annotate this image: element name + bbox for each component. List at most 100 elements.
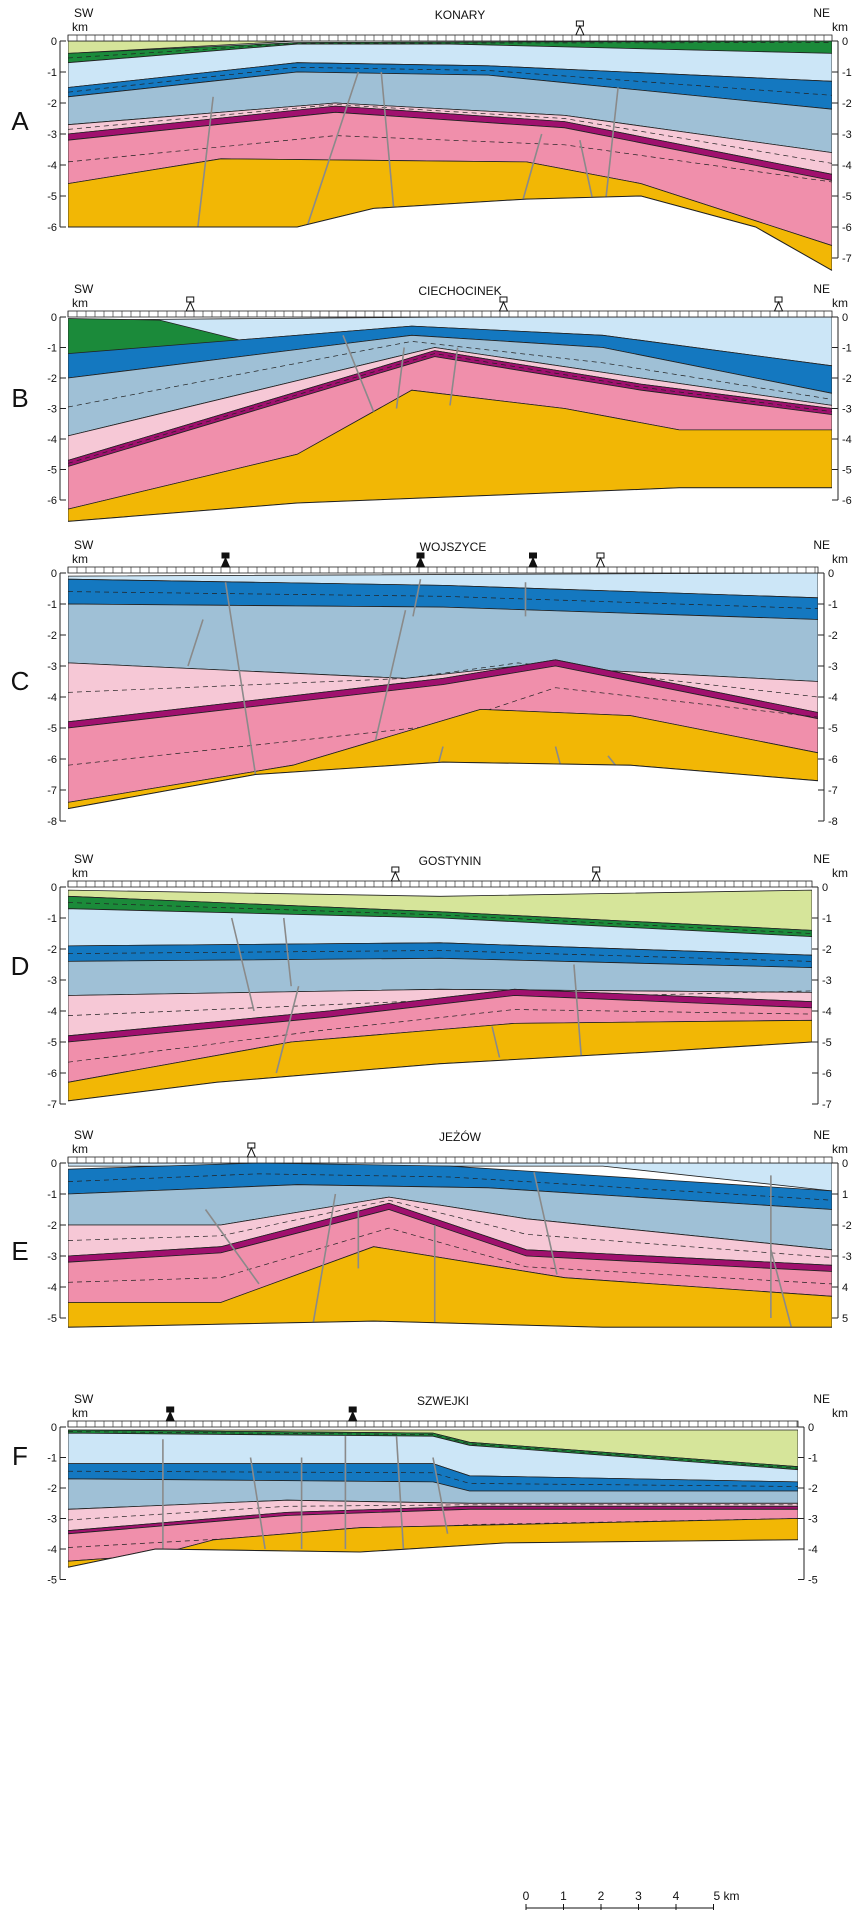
- right-tick-label: -2: [808, 1483, 818, 1495]
- section-b: 0-1-2-3-4-5-60-1-2-3-4-5-6SWkmNEkmCIECHO…: [11, 282, 852, 522]
- top-ruler: [67, 880, 813, 888]
- fault-line: [224, 582, 257, 775]
- dashed-horizon: [68, 1504, 798, 1521]
- well-mark: [220, 556, 231, 568]
- right-tick-label: 0: [842, 1158, 848, 1170]
- section-c: 0-1-2-3-4-5-6-7-80-1-2-3-4-5-6-7-8SWkmNE…: [11, 538, 848, 828]
- section-base: [67, 1320, 832, 1328]
- left-tick-label: -7: [47, 1099, 57, 1111]
- section-letter: F: [12, 1441, 28, 1471]
- right-tick-label: -2: [842, 98, 852, 110]
- dashed-horizon: [68, 1199, 832, 1258]
- section-base: [67, 761, 819, 810]
- right-tick-label: -8: [828, 816, 838, 828]
- right-unit-label: km: [832, 1142, 848, 1156]
- dashed-horizon: [68, 66, 832, 96]
- section-letter: C: [11, 666, 30, 696]
- left-tick-label: -2: [47, 373, 57, 385]
- right-tick-label: -3: [822, 975, 832, 987]
- fault-line: [395, 1436, 405, 1556]
- dashed-horizon: [68, 591, 818, 609]
- fault-line: [432, 1457, 449, 1534]
- top-ruler: [67, 1156, 833, 1164]
- section-title: GOSTYNIN: [419, 854, 482, 868]
- top-ruler: [67, 34, 833, 42]
- right-tick-label: -3: [808, 1514, 818, 1526]
- fault-line: [275, 986, 300, 1074]
- right-tick-label: -3: [828, 661, 838, 673]
- right-tick-label: -5: [808, 1575, 818, 1587]
- right-tick-label: -2: [828, 630, 838, 642]
- left-tick-label: -4: [47, 160, 57, 172]
- right-tick-label: -3: [842, 404, 852, 416]
- section-body: [68, 573, 818, 809]
- right-tick-label: -1: [842, 67, 852, 79]
- left-tick-label: -4: [47, 1006, 57, 1018]
- fault-line: [412, 579, 422, 617]
- left-tick-label: -1: [47, 67, 57, 79]
- scale-label: 1: [560, 1889, 567, 1903]
- left-tick-label: -2: [47, 98, 57, 110]
- well-symbol-icon: [246, 1142, 257, 1158]
- section-title: WOJSZYCE: [420, 540, 487, 554]
- left-unit-label: km: [72, 1406, 88, 1420]
- well-mark: [347, 1410, 358, 1422]
- right-unit-label: km: [832, 552, 848, 566]
- scale-label: 5 km: [714, 1889, 740, 1903]
- right-tick-label: -5: [822, 1037, 832, 1049]
- right-tick-label: -6: [828, 754, 838, 766]
- right-unit-label: km: [832, 1406, 848, 1420]
- section-body: [68, 1429, 798, 1568]
- left-tick-label: -2: [47, 944, 57, 956]
- left-tick-label: -3: [47, 1514, 57, 1526]
- left-unit-label: km: [72, 866, 88, 880]
- well-symbol-icon: [220, 552, 231, 568]
- fault-line: [282, 917, 292, 987]
- section-title: SZWEJKI: [417, 1394, 469, 1408]
- left-tick-label: -3: [47, 1251, 57, 1263]
- well-symbol-icon: [528, 552, 538, 568]
- layer-light_green: [68, 889, 812, 931]
- scale-bar: 0 1 2 3 4 5 km: [523, 1889, 740, 1910]
- right-tick-label: -4: [842, 160, 852, 172]
- right-unit-label: km: [832, 20, 848, 34]
- fault-line: [249, 1457, 266, 1550]
- top-ruler: [67, 566, 819, 574]
- well-symbol-icon: [415, 552, 426, 568]
- layer-light_blue: [68, 908, 812, 956]
- left-tick-label: -2: [47, 1220, 57, 1232]
- fault-line: [197, 96, 214, 228]
- left-tick-label: -1: [47, 599, 57, 611]
- well-symbol-icon: [575, 20, 585, 36]
- left-direction-label: SW: [74, 538, 94, 552]
- left-tick-label: -6: [47, 495, 57, 507]
- section-body: [68, 889, 812, 1101]
- right-direction-label: NE: [813, 1392, 830, 1406]
- left-tick-label: -2: [47, 630, 57, 642]
- left-tick-label: -1: [47, 1189, 57, 1201]
- layer-light_blue: [68, 1163, 832, 1192]
- right-tick-label: -6: [822, 1068, 832, 1080]
- dashed-horizon: [68, 135, 832, 183]
- left-tick-label: -8: [47, 816, 57, 828]
- section-letter: D: [11, 951, 30, 981]
- well-symbol-icon: [165, 1406, 175, 1422]
- section-title: KONARY: [435, 8, 485, 22]
- section-letter: B: [11, 383, 28, 413]
- right-tick-label: -7: [842, 253, 852, 265]
- right-tick-label: -7: [828, 785, 838, 797]
- right-tick-label: -1: [828, 599, 838, 611]
- dashed-horizon: [68, 687, 818, 766]
- left-tick-label: -3: [47, 661, 57, 673]
- left-tick-label: 0: [51, 1158, 57, 1170]
- section-base: [67, 487, 832, 522]
- right-tick-label: -5: [842, 191, 852, 203]
- left-unit-label: km: [72, 552, 88, 566]
- left-tick-label: 0: [51, 882, 57, 894]
- right-tick-label: -2: [822, 944, 832, 956]
- well-mark: [773, 300, 784, 312]
- fault-line: [395, 347, 405, 409]
- layer-blue: [68, 578, 818, 620]
- dashed-horizon: [68, 104, 832, 164]
